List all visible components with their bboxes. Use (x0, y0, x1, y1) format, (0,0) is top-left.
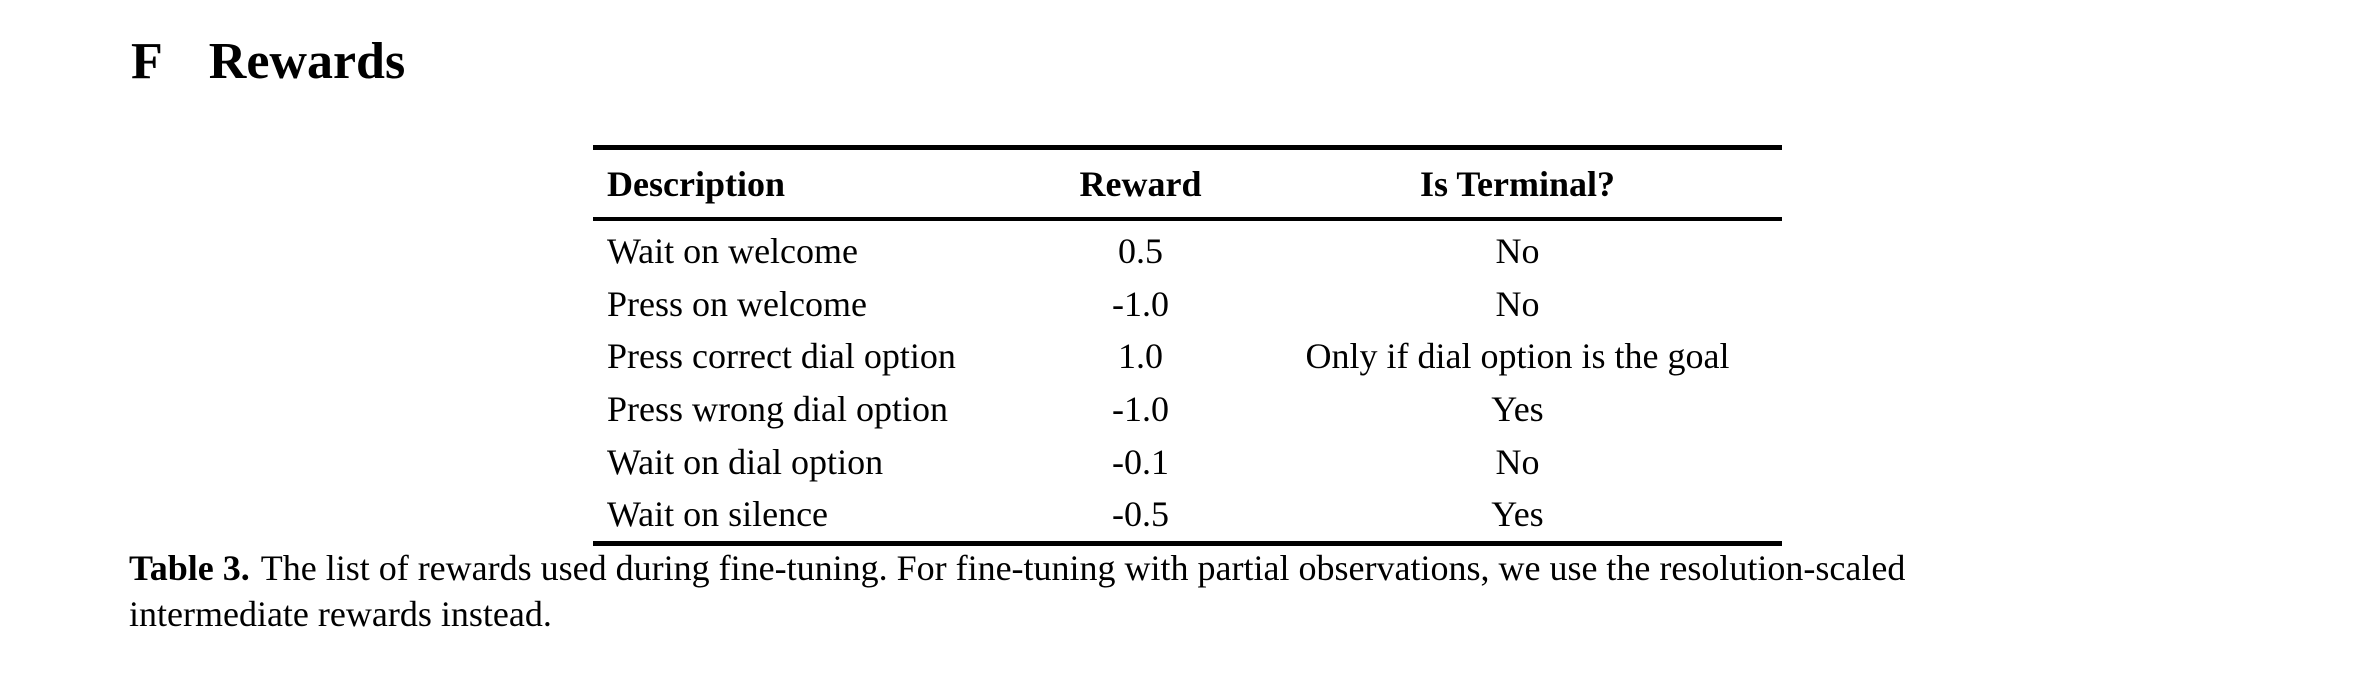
table-row: Wait on silence -0.5 Yes (593, 488, 1782, 543)
cell-is-terminal: No (1495, 441, 1540, 482)
caption-line-1: Table 3. The list of rewards used during … (129, 545, 1905, 591)
col-header-description: Description (593, 147, 1028, 221)
table-row: Press on welcome -1.0 No (593, 278, 1782, 331)
cell-reward: 1.0 (1118, 336, 1163, 377)
cell-description: Press on welcome (607, 283, 867, 324)
section-heading: F Rewards (131, 36, 405, 88)
cell-is-terminal: No (1495, 283, 1540, 324)
table-row: Wait on dial option -0.1 No (593, 435, 1782, 488)
table-row: Wait on welcome 0.5 No (593, 219, 1782, 278)
cell-description: Wait on dial option (607, 441, 884, 482)
cell-is-terminal: Yes (1491, 389, 1544, 430)
section-number: F (131, 33, 163, 90)
cell-description: Press wrong dial option (607, 389, 948, 430)
caption-line-2: intermediate rewards instead. (129, 594, 552, 634)
cell-is-terminal: No (1495, 231, 1540, 272)
rewards-table: Description Reward Is Terminal? Wait on … (593, 145, 1782, 546)
caption-label: Table 3. (129, 548, 250, 588)
cell-description: Wait on silence (607, 494, 829, 535)
col-header-reward: Reward (1028, 147, 1253, 221)
caption-text-line-1: The list of rewards used during fine-tun… (260, 548, 1906, 588)
table-row: Press correct dial option 1.0 Only if di… (593, 330, 1782, 383)
section-title: Rewards (208, 33, 406, 90)
cell-description: Wait on welcome (607, 231, 859, 272)
cell-reward: -1.0 (1112, 389, 1169, 430)
rewards-table-container: Description Reward Is Terminal? Wait on … (593, 145, 1782, 546)
table-header-row: Description Reward Is Terminal? (593, 147, 1782, 221)
cell-is-terminal: Only if dial option is the goal (1305, 336, 1730, 377)
col-header-is-terminal: Is Terminal? (1253, 147, 1782, 221)
cell-description: Press correct dial option (607, 336, 956, 377)
table-caption: Table 3. The list of rewards used during … (129, 545, 1905, 637)
table-row: Press wrong dial option -1.0 Yes (593, 383, 1782, 436)
cell-reward: -0.1 (1112, 441, 1169, 482)
cell-reward: 0.5 (1118, 231, 1163, 272)
cell-reward: -1.0 (1112, 283, 1169, 324)
cell-reward: -0.5 (1112, 494, 1169, 535)
cell-is-terminal: Yes (1491, 494, 1544, 535)
